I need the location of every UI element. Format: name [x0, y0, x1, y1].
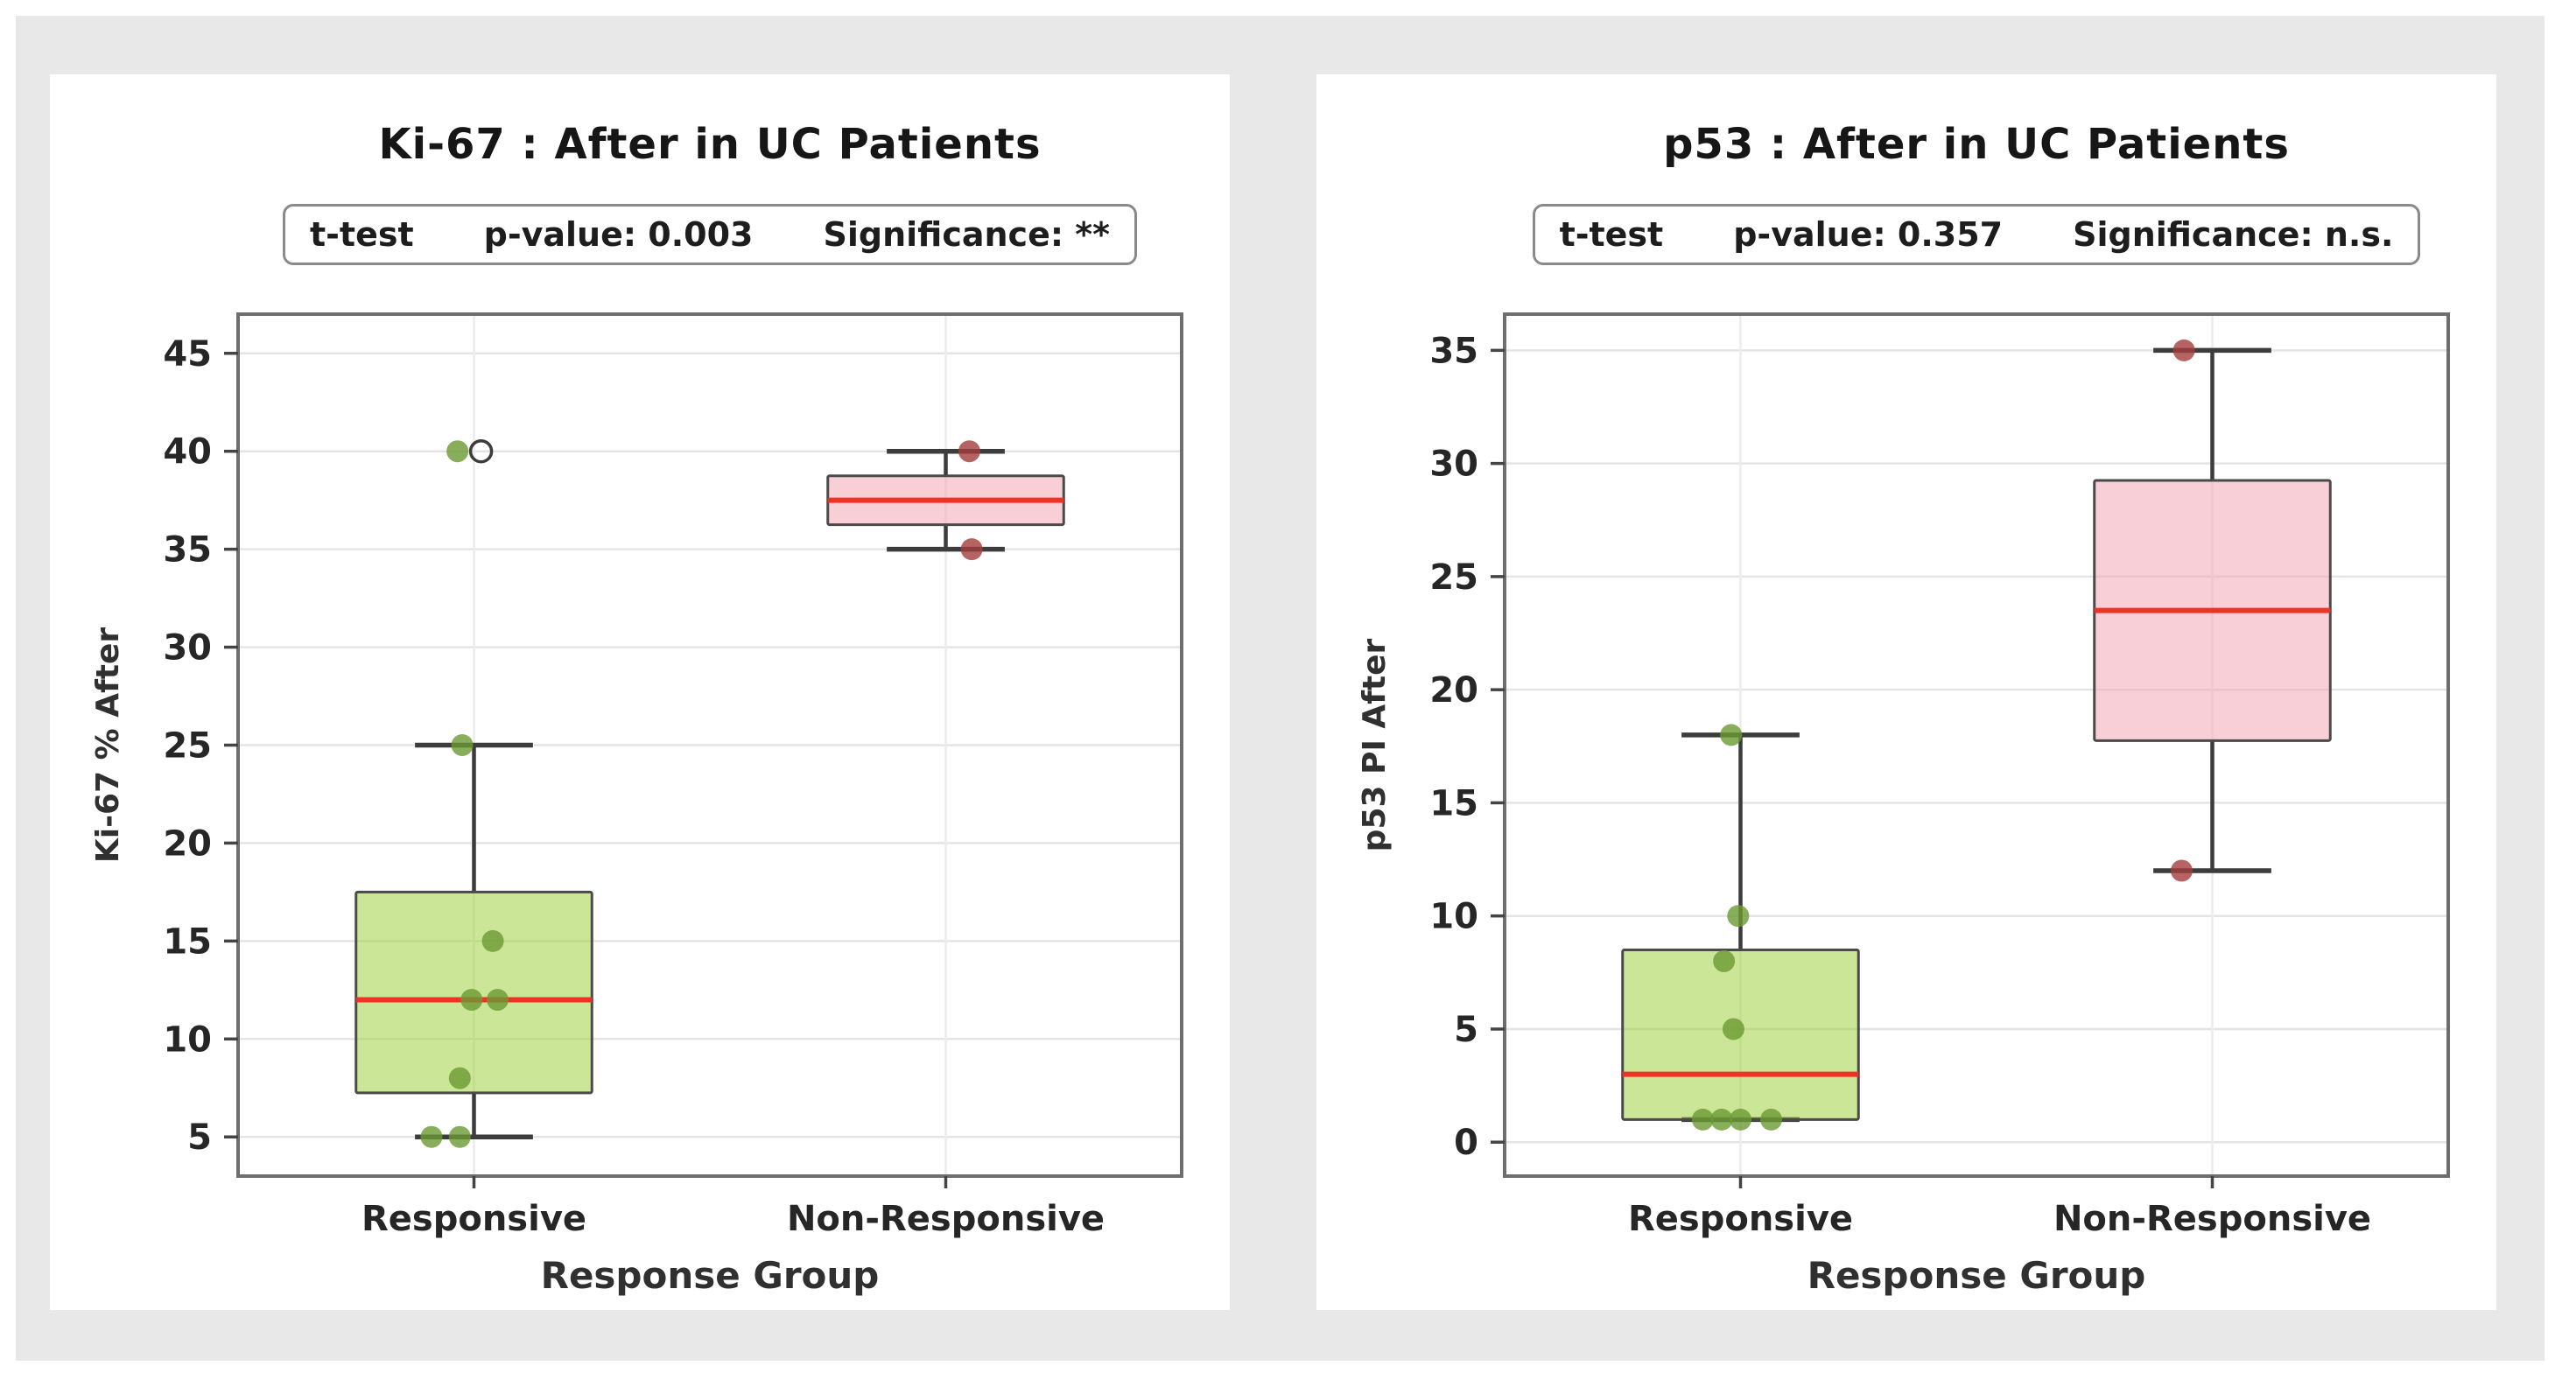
data-point	[1727, 905, 1750, 928]
boxplot-canvas: 0 5 10 15 20 25 30 35 Responsive Non-Responsive Re…	[1357, 312, 2450, 1297]
data-point	[1760, 1108, 1783, 1131]
data-point	[1691, 1108, 1714, 1131]
data-point	[446, 440, 469, 463]
stats-annotation-box: t-test p-value: 0.357 Significance: n.s.	[1532, 204, 2421, 265]
x-tick-label: Non-Responsive	[787, 1199, 1105, 1239]
y-tick-label: 35	[1429, 331, 1478, 371]
x-tick-label: Non-Responsive	[2053, 1199, 2371, 1239]
y-tick-label: 10	[1429, 897, 1478, 937]
data-point	[1730, 1108, 1751, 1131]
y-tick-label: 15	[163, 921, 212, 962]
data-point	[958, 440, 980, 463]
y-tick-label: 0	[1454, 1123, 1478, 1163]
data-point	[1710, 1108, 1733, 1131]
chart-panel-p53: p53 : After in UC Patients t-test p-valu…	[1316, 74, 2496, 1310]
data-point	[960, 538, 983, 561]
boxplot-canvas: 5 10 15 20 25 30 35 40 45 Responsive Non-Responsiv…	[90, 312, 1183, 1297]
y-tick-label: 30	[1429, 445, 1478, 485]
data-point	[451, 734, 474, 756]
y-tick-label: 10	[163, 1019, 212, 1060]
stats-test-label: t-test	[1559, 215, 1664, 254]
stats-annotation-row: t-test p-value: 0.357 Significance: n.s.	[1505, 204, 2448, 265]
axes-spines	[1503, 312, 2450, 1178]
y-tick-label: 40	[163, 432, 212, 473]
outlier-point	[468, 438, 494, 464]
chart-title: Ki-67 : After in UC Patients	[378, 120, 1042, 169]
x-axis-label: Response Group	[541, 1254, 880, 1297]
stats-test-label: t-test	[309, 215, 414, 254]
data-point	[1720, 724, 1743, 746]
chart-title: p53 : After in UC Patients	[1663, 120, 2290, 169]
stats-significance-label: Significance: **	[823, 215, 1111, 254]
y-tick-label: 25	[1429, 557, 1478, 598]
data-point	[481, 929, 504, 952]
y-tick-label: 5	[1454, 1010, 1478, 1050]
y-tick-label: 35	[163, 530, 212, 571]
data-point	[2172, 339, 2195, 361]
y-tick-label: 25	[163, 726, 212, 767]
x-tick-label: Responsive	[1628, 1199, 1853, 1239]
y-tick-label: 45	[163, 334, 212, 375]
stats-annotation-box: t-test p-value: 0.003 Significance: **	[282, 204, 1138, 265]
data-point	[420, 1125, 443, 1148]
stats-pvalue-label: p-value: 0.003	[483, 215, 754, 254]
x-tick-label: Responsive	[361, 1199, 586, 1239]
y-axis-label: p53 PI After	[1357, 638, 1393, 851]
y-tick-label: 20	[163, 823, 212, 864]
chart-panel-ki67: Ki-67 : After in UC Patients t-test p-va…	[50, 74, 1230, 1310]
data-point	[2170, 859, 2193, 882]
y-tick-label: 30	[163, 628, 212, 669]
data-point	[1722, 1018, 1744, 1040]
data-point	[1713, 949, 1736, 972]
y-tick-label: 20	[1429, 670, 1478, 711]
y-tick-label: 15	[1429, 783, 1478, 823]
data-point	[460, 989, 483, 1012]
data-point	[448, 1125, 471, 1148]
data-point	[486, 989, 509, 1012]
data-point	[448, 1067, 471, 1089]
y-axis-label: Ki-67 % After	[90, 627, 126, 864]
stats-annotation-row: t-test p-value: 0.003 Significance: **	[238, 204, 1182, 265]
stats-significance-label: Significance: n.s.	[2073, 215, 2394, 254]
x-axis-label: Response Group	[1807, 1254, 2146, 1297]
y-tick-label: 5	[187, 1117, 212, 1158]
stats-pvalue-label: p-value: 0.357	[1733, 215, 2004, 254]
